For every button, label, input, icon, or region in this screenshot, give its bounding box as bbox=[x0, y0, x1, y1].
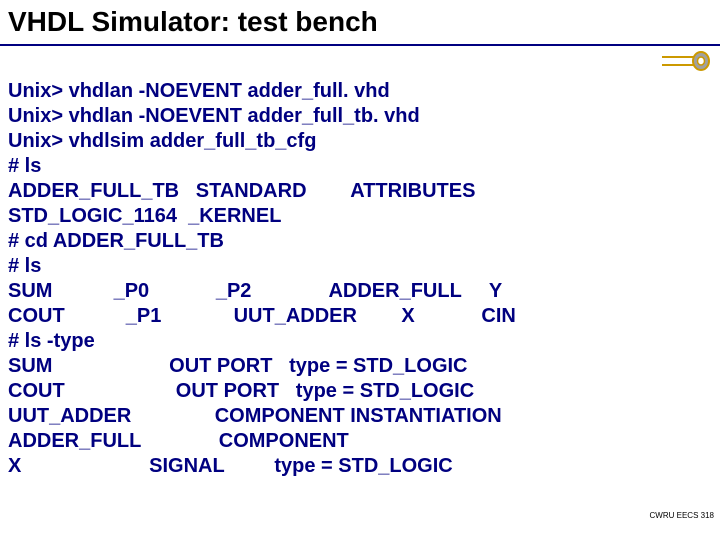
line-15: X SIGNAL type = STD_LOGIC bbox=[8, 455, 453, 477]
line-6: # cd ADDER_FULL_TB bbox=[8, 230, 224, 252]
line-0: Unix> vhdlan -NOEVENT adder_full. vhd bbox=[8, 80, 390, 102]
line-1: Unix> vhdlan -NOEVENT adder_full_tb. vhd bbox=[8, 105, 420, 127]
terminal-output: Unix> vhdlan -NOEVENT adder_full. vhd Un… bbox=[0, 54, 720, 479]
footer-text: CWRU EECS 318 bbox=[650, 511, 714, 520]
line-4: ADDER_FULL_TB STANDARD ATTRIBUTES bbox=[8, 180, 475, 202]
line-2: Unix> vhdlsim adder_full_tb_cfg bbox=[8, 130, 316, 152]
title-rule bbox=[0, 44, 720, 46]
line-7: # ls bbox=[8, 255, 41, 277]
line-9: COUT _P1 UUT_ADDER X CIN bbox=[8, 305, 516, 327]
slide-title: VHDL Simulator: test bench bbox=[0, 0, 720, 44]
line-12: COUT OUT PORT type = STD_LOGIC bbox=[8, 380, 474, 402]
line-10: # ls -type bbox=[8, 330, 95, 352]
line-14: ADDER_FULL COMPONENT bbox=[8, 430, 349, 452]
line-8: SUM _P0 _P2 ADDER_FULL Y bbox=[8, 280, 502, 302]
line-11: SUM OUT PORT type = STD_LOGIC bbox=[8, 355, 468, 377]
line-3: # ls bbox=[8, 155, 41, 177]
decorative-icon bbox=[662, 50, 710, 72]
line-5: STD_LOGIC_1164 _KERNEL bbox=[8, 205, 281, 227]
line-13: UUT_ADDER COMPONENT INSTANTIATION bbox=[8, 405, 502, 427]
